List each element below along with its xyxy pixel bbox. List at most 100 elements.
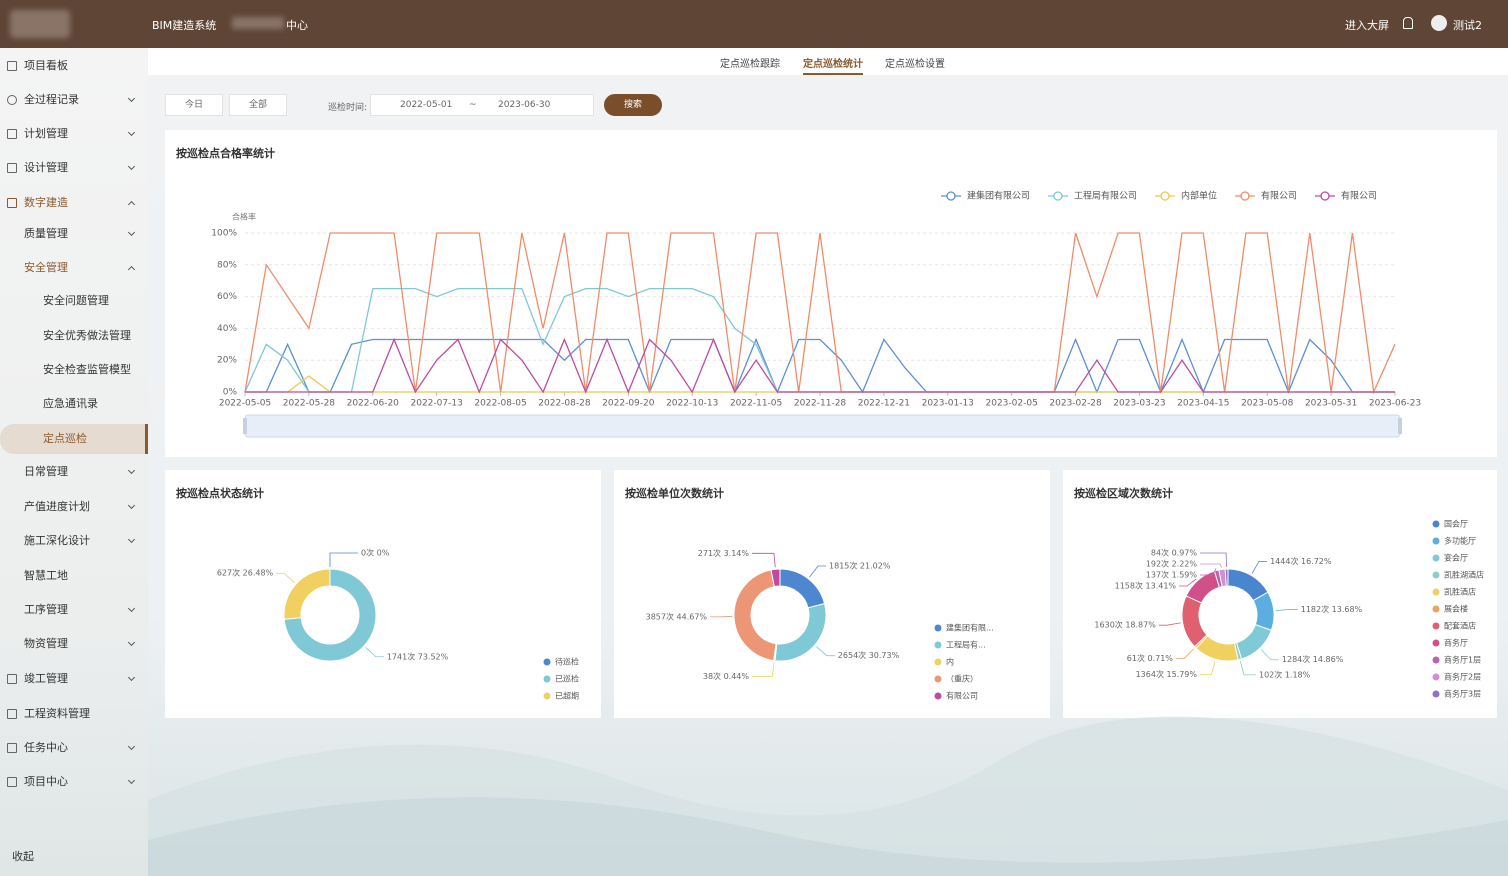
menu-item[interactable]: 智慧工地 xyxy=(0,563,148,589)
legend-label: 商务厅3层 xyxy=(1444,689,1481,699)
line-series xyxy=(245,337,1395,394)
menu-item[interactable]: 全过程记录 xyxy=(0,87,148,113)
legend-marker xyxy=(934,658,942,666)
menu-item[interactable]: 项目看板 xyxy=(0,53,148,79)
user-name[interactable]: 测试2 xyxy=(1453,19,1482,32)
legend-marker xyxy=(1432,520,1440,528)
donut-slice xyxy=(779,568,826,609)
menu-label: 竣工管理 xyxy=(24,672,68,685)
x-tick-label: 2023-05-08 xyxy=(1241,399,1294,409)
chart-title: 按巡检单位次数统计 xyxy=(625,486,724,500)
menu-item[interactable]: 竣工管理 xyxy=(0,666,148,692)
big-screen-link[interactable]: 进入大屏 xyxy=(1345,19,1389,32)
menu-item[interactable]: 物资管理 xyxy=(0,631,148,657)
center-name[interactable]: 中心 xyxy=(286,19,308,32)
x-tick-label: 2022-08-28 xyxy=(538,399,591,409)
data-label: 1630次 18.87% xyxy=(1094,620,1156,630)
menu-item[interactable]: 安全优秀做法管理 xyxy=(0,323,148,349)
menu-label: 安全检查监管模型 xyxy=(43,363,131,376)
menu-item[interactable]: 设计管理 xyxy=(0,155,148,181)
menu-item[interactable]: 质量管理 xyxy=(0,221,148,247)
legend-marker xyxy=(1432,588,1440,596)
legend-label: 多功能厅 xyxy=(1444,536,1476,546)
menu-item[interactable]: 日常管理 xyxy=(0,459,148,485)
legend-marker xyxy=(1432,537,1440,545)
label-leader xyxy=(329,552,358,567)
menu-label: 安全管理 xyxy=(24,261,68,274)
legend-marker xyxy=(934,692,942,700)
label-leader xyxy=(1251,560,1268,574)
label-leader xyxy=(365,647,384,658)
all-button[interactable]: 全部 xyxy=(229,94,287,116)
x-tick-label: 2023-03-23 xyxy=(1113,399,1165,409)
menu-item[interactable]: 产值进度计划 xyxy=(0,494,148,520)
tab[interactable]: 定点巡检跟踪 xyxy=(720,59,780,70)
blurred-text xyxy=(232,17,284,29)
menu-item[interactable]: 工序管理 xyxy=(0,597,148,623)
avatar[interactable] xyxy=(1431,15,1447,31)
menu-item[interactable]: 数字建造 xyxy=(0,190,148,216)
x-tick-label: 2023-05-31 xyxy=(1305,399,1357,409)
legend-label: 工程局有... xyxy=(946,640,986,650)
donut-slice xyxy=(733,569,777,662)
legend-marker xyxy=(1432,622,1440,630)
menu-label: 产值进度计划 xyxy=(24,500,90,513)
legend-marker xyxy=(1240,191,1250,201)
menu-item[interactable]: 安全检查监管模型 xyxy=(0,357,148,383)
search-button[interactable]: 搜索 xyxy=(604,94,662,116)
y-tick-label: 80% xyxy=(217,260,237,270)
zoom-handle xyxy=(243,418,247,434)
zoom-handle xyxy=(1398,418,1402,434)
menu-item[interactable]: 任务中心 xyxy=(0,735,148,761)
y-tick-label: 100% xyxy=(211,229,237,239)
data-label: 1741次 73.52% xyxy=(387,651,449,661)
donut-slice xyxy=(1224,568,1229,587)
label-leader xyxy=(1275,608,1298,612)
label-leader xyxy=(1200,563,1223,568)
card xyxy=(1063,470,1497,718)
menu-label: 物资管理 xyxy=(24,637,68,650)
menu-item-selected[interactable]: 定点巡检 xyxy=(0,424,148,454)
mountain-decor xyxy=(148,797,1508,876)
menu-label: 全过程记录 xyxy=(24,93,79,106)
menu-item[interactable]: 施工深化设计 xyxy=(0,528,148,554)
menu-label: 安全问题管理 xyxy=(43,294,109,307)
date-range[interactable]: 2022-05-01 ~ 2023-06-30 xyxy=(370,94,594,116)
data-label: 137次 1.59% xyxy=(1146,570,1198,580)
label-leader xyxy=(1158,622,1181,626)
tab-active[interactable]: 定点巡检统计 xyxy=(803,55,863,75)
label-leader xyxy=(1239,661,1256,676)
menu-item[interactable]: 应急通讯录 xyxy=(0,391,148,417)
y-tick-label: 20% xyxy=(217,356,237,366)
legend-marker xyxy=(946,191,956,201)
tab[interactable]: 定点巡检设置 xyxy=(885,59,945,70)
donut-slice xyxy=(774,603,827,662)
menu-label: 数字建造 xyxy=(24,196,68,209)
x-tick-label: 2022-09-20 xyxy=(602,399,655,409)
donut-slice xyxy=(770,568,781,588)
menu-item[interactable]: 安全管理 xyxy=(0,255,148,281)
menu-item[interactable]: 工程资料管理 xyxy=(0,701,148,727)
x-tick-label: 2022-11-05 xyxy=(730,399,782,409)
legend-marker xyxy=(934,624,942,632)
menu-item[interactable]: 计划管理 xyxy=(0,121,148,147)
legend-marker xyxy=(1432,639,1440,647)
legend-marker xyxy=(934,641,942,649)
menu-item[interactable]: 安全问题管理 xyxy=(0,288,148,314)
chart-title: 按巡检点状态统计 xyxy=(176,486,264,500)
menu-item[interactable]: 项目中心 xyxy=(0,769,148,795)
collapse-button[interactable]: 收起 xyxy=(0,844,148,870)
menu-label: 施工深化设计 xyxy=(24,534,90,547)
menu-label: 定点巡检 xyxy=(43,432,87,445)
bell-icon[interactable] xyxy=(1403,17,1413,29)
label-leader xyxy=(276,572,295,583)
legend-marker xyxy=(1432,656,1440,664)
data-label: 192次 2.22% xyxy=(1146,559,1198,569)
x-tick-label: 2023-06-23 xyxy=(1369,399,1421,409)
legend-label: 商务厅 xyxy=(1444,638,1468,648)
data-label: 1158次 13.41% xyxy=(1115,581,1177,591)
today-button[interactable]: 今日 xyxy=(165,94,223,116)
legend-marker xyxy=(1432,605,1440,613)
label-leader xyxy=(1200,661,1216,676)
